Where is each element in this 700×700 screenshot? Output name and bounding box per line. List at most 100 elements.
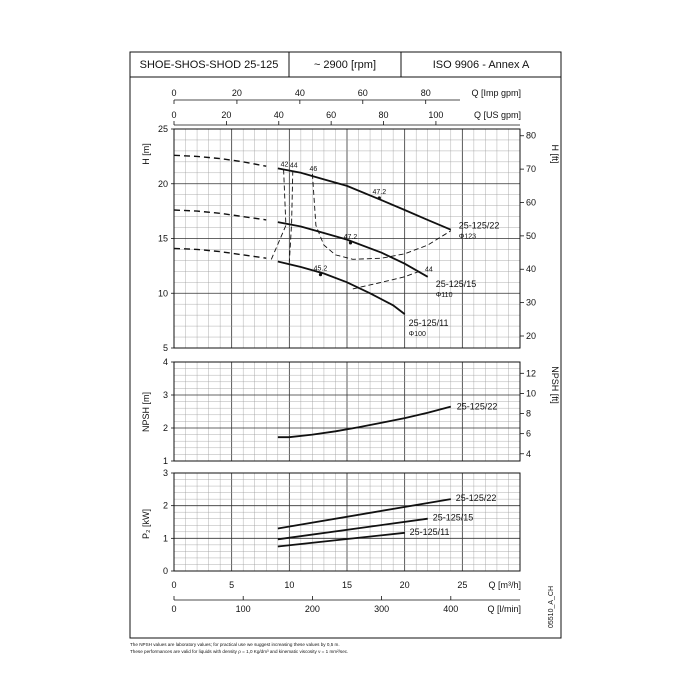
scale-tick-label: 200 <box>305 604 320 614</box>
header-standard: ISO 9906 - Annex A <box>433 59 530 71</box>
scale-tick-label: 0 <box>171 88 176 98</box>
m3h-axis-label: Q [m³/h] <box>488 580 521 590</box>
scale-tick-label: 60 <box>326 110 336 120</box>
m3h-tick-label: 0 <box>171 580 176 590</box>
efficiency-point <box>348 241 353 245</box>
power-curve <box>277 531 405 548</box>
npsh-curve-label: 25-125/22 <box>457 402 498 412</box>
sheet-frame <box>129 51 562 639</box>
y-tick-label: 25 <box>158 124 168 134</box>
panel-border <box>173 361 521 462</box>
footnote-2: These performances are valid for liquids… <box>130 649 348 654</box>
y-tick-label: 4 <box>163 357 168 367</box>
power-curve-label: 25-125/11 <box>410 527 450 537</box>
right-y-tick-label: 12 <box>526 368 536 378</box>
head-curve-label: 25-125/11 <box>409 318 449 328</box>
head-curve-dashed <box>173 154 267 167</box>
head-curve-dashed <box>173 247 267 259</box>
y-tick-label: 1 <box>163 533 168 543</box>
right-y-tick-label: 20 <box>526 331 536 341</box>
head-panel: 5 10 15 20 25 20 30 40 50 60 70 80 25-125/22 Φ123 25-1… <box>158 124 536 353</box>
right-y-tick-label: 50 <box>526 231 536 241</box>
efficiency-line <box>270 169 287 261</box>
right-y-tick-label: 30 <box>526 298 536 308</box>
y-tick-label: 10 <box>158 288 168 298</box>
scale-tick-label: 400 <box>443 604 458 614</box>
power-panel: 0 1 2 3 25-125/22 25-125/15 25-125/11 <box>163 468 521 576</box>
right-y-tick-label: 70 <box>526 164 536 174</box>
scale-tick-label: 0 <box>171 110 176 120</box>
header-speed: ~ 2900 [rpm] <box>314 59 376 71</box>
y-tick-label: 1 <box>163 456 168 466</box>
head-curve <box>277 167 452 231</box>
right-y-tick-label: 6 <box>526 429 531 439</box>
head-curve <box>277 221 429 278</box>
scale-tick-label: 100 <box>236 604 251 614</box>
power-curve <box>277 498 451 530</box>
scale-tick-label: 20 <box>221 110 231 120</box>
us-gpm-ticks: 0 20 40 60 80 100 <box>171 110 443 125</box>
scale-tick-label: 60 <box>358 88 368 98</box>
npsh-ylabel-right: NPSH [ft] <box>550 366 560 404</box>
efficiency-line-label: 42 <box>281 162 289 169</box>
top-scales: 0 20 40 60 80 Q [Imp gpm] 0 20 40 60 80 100 Q [US… <box>171 88 521 126</box>
us-gpm-axis-label: Q [US gpm] <box>474 110 521 120</box>
scale-tick-label: 80 <box>379 110 389 120</box>
efficiency-line-label: 46 <box>310 166 318 173</box>
lmin-ticks: 0 100 200 300 400 <box>171 596 458 614</box>
efficiency-line-label: 44 <box>290 163 298 170</box>
scale-tick-label: 0 <box>171 604 176 614</box>
power-curve-label: 25-125/15 <box>433 513 474 523</box>
lmin-axis-label: Q [l/min] <box>487 604 521 614</box>
scale-tick-label: 20 <box>232 88 242 98</box>
head-curve-label: 25-125/22 <box>459 221 500 231</box>
head-diameter-label: Φ100 <box>409 331 426 338</box>
efficiency-line <box>311 173 452 260</box>
m3h-ticks: 0 5 10 15 20 25 <box>171 580 467 590</box>
head-ylabel-right: H [ft] <box>550 144 560 163</box>
head-curve <box>277 260 406 315</box>
power-curve-label: 25-125/22 <box>456 493 497 503</box>
bottom-scales: 0 5 10 15 20 25 Q [m³/h] 0 100 200 300 400 Q [l/m… <box>171 580 521 614</box>
head-ylabel: H [m] <box>141 143 151 165</box>
head-diameter-label: Φ110 <box>436 292 453 299</box>
scale-tick-label: 300 <box>374 604 389 614</box>
efficiency-line-label: 44 <box>425 266 433 273</box>
m3h-tick-label: 5 <box>229 580 234 590</box>
scale-tick-label: 100 <box>428 110 443 120</box>
scale-tick-label: 40 <box>274 110 284 120</box>
npsh-curve <box>277 405 452 439</box>
power-ylabel: P₂ [kW] <box>141 509 151 539</box>
y-tick-label: 0 <box>163 566 168 576</box>
head-curve-label: 25-125/15 <box>436 279 477 289</box>
y-tick-label: 2 <box>163 501 168 511</box>
header-model: SHOE-SHOS-SHOD 25-125 <box>140 59 279 71</box>
efficiency-point <box>318 273 323 277</box>
header-block: SHOE-SHOS-SHOD 25-125 ~ 2900 [rpm] ISO 9… <box>130 52 561 78</box>
imp-gpm-ticks: 0 20 40 60 80 <box>171 88 431 104</box>
side-code: 05510_A_CH <box>548 586 555 628</box>
y-tick-label: 3 <box>163 390 168 400</box>
y-tick-label: 15 <box>158 234 168 244</box>
efficiency-line <box>288 170 294 263</box>
y-tick-label: 5 <box>163 343 168 353</box>
m3h-tick-label: 15 <box>342 580 352 590</box>
y-tick-label: 3 <box>163 468 168 478</box>
panel-border <box>173 472 521 572</box>
head-curve-dashed <box>173 209 267 221</box>
imp-gpm-axis-label: Q [Imp gpm] <box>471 88 521 98</box>
right-y-tick-label: 4 <box>526 449 531 459</box>
m3h-tick-label: 10 <box>284 580 294 590</box>
right-y-tick-label: 8 <box>526 409 531 419</box>
right-y-tick-label: 40 <box>526 264 536 274</box>
npsh-ylabel: NPSH [m] <box>141 392 151 432</box>
right-y-tick-label: 10 <box>526 388 536 398</box>
efficiency-line <box>352 269 423 290</box>
right-y-tick-label: 80 <box>526 131 536 141</box>
scale-tick-label: 40 <box>295 88 305 98</box>
y-tick-label: 20 <box>158 179 168 189</box>
y-tick-label: 2 <box>163 423 168 433</box>
footnote-1: The NPSH values are laboratory values; f… <box>130 642 340 647</box>
